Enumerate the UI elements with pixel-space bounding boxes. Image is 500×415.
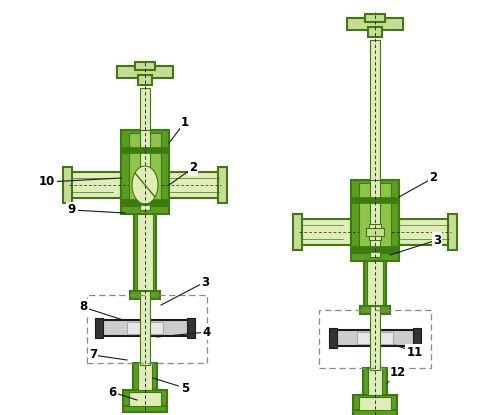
- Bar: [366, 228, 384, 236]
- Bar: [351, 180, 399, 257]
- Text: 4: 4: [203, 325, 211, 339]
- Text: 8: 8: [79, 300, 87, 313]
- Bar: [399, 219, 449, 245]
- Bar: [369, 224, 381, 240]
- Bar: [367, 257, 383, 310]
- Bar: [95, 318, 103, 338]
- Text: 1: 1: [181, 115, 189, 129]
- Bar: [121, 199, 169, 205]
- Text: 7: 7: [89, 349, 97, 361]
- Text: 2: 2: [429, 171, 437, 185]
- Bar: [63, 167, 72, 203]
- Ellipse shape: [132, 166, 158, 204]
- Text: 3: 3: [433, 234, 441, 247]
- Bar: [121, 130, 169, 210]
- Bar: [353, 410, 397, 415]
- Bar: [319, 310, 431, 368]
- Bar: [87, 295, 207, 363]
- Bar: [448, 214, 457, 250]
- Bar: [138, 75, 152, 85]
- Bar: [357, 332, 393, 344]
- Bar: [351, 246, 399, 252]
- Text: 12: 12: [390, 366, 406, 379]
- Bar: [353, 395, 397, 412]
- Bar: [123, 390, 167, 408]
- Bar: [140, 130, 150, 210]
- Bar: [140, 291, 150, 365]
- Bar: [351, 197, 399, 203]
- Bar: [138, 363, 152, 390]
- Bar: [359, 397, 391, 410]
- Text: 5: 5: [181, 381, 189, 395]
- Bar: [187, 318, 195, 338]
- Text: 10: 10: [39, 176, 55, 188]
- Bar: [368, 27, 382, 37]
- Bar: [359, 183, 391, 254]
- Bar: [134, 210, 156, 295]
- Bar: [137, 210, 153, 295]
- Text: 3: 3: [201, 276, 209, 288]
- Bar: [121, 206, 169, 214]
- Bar: [370, 306, 380, 370]
- Bar: [133, 363, 157, 390]
- Bar: [360, 306, 390, 314]
- Bar: [365, 14, 385, 22]
- Text: 2: 2: [189, 161, 197, 174]
- Text: 6: 6: [108, 386, 116, 398]
- Bar: [329, 328, 337, 348]
- Bar: [121, 147, 169, 153]
- Bar: [129, 133, 161, 207]
- Bar: [117, 66, 173, 78]
- Bar: [135, 62, 155, 70]
- Bar: [140, 88, 150, 130]
- Bar: [331, 330, 419, 346]
- Bar: [127, 322, 163, 334]
- Text: 11: 11: [407, 346, 423, 359]
- Bar: [129, 392, 161, 406]
- Bar: [370, 40, 380, 270]
- Bar: [370, 180, 380, 257]
- Bar: [364, 257, 386, 310]
- Bar: [413, 328, 421, 348]
- Text: 9: 9: [68, 203, 76, 217]
- Bar: [218, 167, 227, 203]
- Bar: [169, 172, 219, 198]
- Bar: [97, 320, 193, 336]
- Bar: [368, 368, 382, 395]
- Bar: [293, 214, 302, 250]
- Bar: [351, 253, 399, 261]
- Bar: [363, 368, 387, 395]
- Bar: [301, 219, 351, 245]
- Bar: [123, 406, 167, 412]
- Bar: [130, 291, 160, 299]
- Bar: [71, 172, 121, 198]
- Bar: [347, 18, 403, 30]
